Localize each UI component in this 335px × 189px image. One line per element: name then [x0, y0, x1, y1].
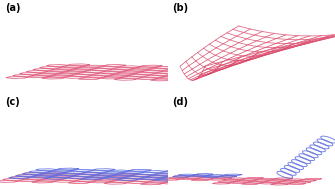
Text: (c): (c)	[5, 97, 20, 107]
Text: (a): (a)	[5, 3, 20, 13]
Text: (d): (d)	[173, 97, 189, 107]
Text: (b): (b)	[173, 3, 189, 13]
